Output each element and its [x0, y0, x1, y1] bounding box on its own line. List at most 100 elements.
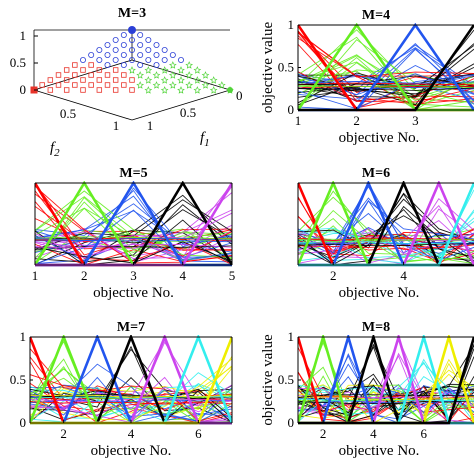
y-tick-label: 0.5: [278, 60, 294, 75]
point-circle: [161, 57, 168, 64]
chart-title: M=8: [362, 320, 390, 335]
point-circle: [120, 32, 127, 39]
point-circle: [161, 47, 168, 54]
point-square: [63, 77, 70, 83]
point-circle: [153, 52, 160, 59]
point-circle: [120, 52, 127, 59]
point-star: [177, 86, 185, 94]
plot-area: [298, 181, 474, 267]
series-band-1: [298, 237, 474, 241]
point-square: [80, 77, 86, 83]
x-tick-label: 4: [370, 426, 377, 441]
series-line-6: [298, 358, 474, 411]
point-star: [193, 66, 202, 74]
point-star: [144, 66, 153, 74]
series-band-2: [298, 86, 474, 89]
series-band-7: [30, 394, 232, 399]
series-line-5: [298, 198, 474, 255]
series-band-2: [298, 238, 474, 243]
chart-title: M=3: [118, 6, 146, 21]
point-circle: [137, 62, 144, 69]
series-line-4: [298, 63, 474, 98]
series-line-4: [35, 204, 232, 263]
series-line-5: [35, 209, 232, 250]
x-tick-label: 2: [81, 268, 88, 283]
chart-title: M=4: [362, 8, 390, 23]
point-circle: [128, 57, 135, 64]
point-star: [185, 81, 194, 89]
point-star: [217, 81, 226, 89]
chart-title: M=6: [362, 166, 390, 181]
x-axis-label: objective No.: [339, 285, 420, 301]
point-star: [201, 71, 210, 79]
series-band-1: [298, 82, 474, 86]
x-axis-label: objective No.: [93, 285, 174, 301]
chart-title: M=5: [119, 166, 147, 181]
point-circle: [88, 52, 95, 59]
series-line-5: [35, 212, 232, 249]
x-tick-label: 4: [180, 268, 187, 283]
series-line-3: [35, 189, 232, 262]
point-circle: [120, 42, 127, 49]
point-star: [209, 86, 218, 94]
point-star: [152, 71, 161, 79]
z-tick-label: 0: [20, 82, 27, 97]
series-band-3: [298, 400, 474, 404]
point-square: [104, 82, 111, 88]
point-circle: [128, 37, 135, 44]
point-square: [63, 87, 70, 93]
point-star: [168, 81, 177, 89]
x-axis-label: objective No.: [339, 130, 420, 146]
series-band-3: [298, 81, 474, 84]
point-square: [112, 77, 119, 83]
point-circle: [145, 37, 152, 44]
point-circle: [96, 47, 103, 54]
y-axis-label: objective value: [260, 334, 276, 426]
point-square: [72, 72, 78, 78]
point-circle: [169, 52, 176, 59]
series-line-2: [298, 209, 474, 262]
y-tick-label: 0: [288, 102, 295, 117]
x-tick-label: 1: [113, 118, 120, 133]
panel-m6: M=6 2 4 objective No.: [297, 166, 474, 301]
point-circle: [120, 62, 127, 69]
series-line-3: [298, 74, 474, 110]
series-line-4: [298, 75, 474, 106]
series-line-6: [30, 372, 232, 420]
series-band-4: [298, 400, 474, 404]
point-star: [185, 61, 194, 69]
point-square: [80, 87, 86, 93]
x-axis-label: objective No.: [339, 443, 420, 459]
series-line-2: [30, 368, 232, 417]
x-tick-label: 1: [295, 113, 302, 128]
series-band-1: [30, 401, 232, 405]
point-star: [193, 76, 202, 84]
point-star: [160, 76, 169, 84]
x-tick-label: 6: [420, 426, 427, 441]
point-square: [104, 72, 111, 78]
point-square: [72, 62, 78, 68]
point-circle: [112, 47, 119, 54]
point-square: [80, 67, 86, 73]
point-square: [88, 72, 94, 78]
series-line-4: [298, 373, 474, 420]
point-star: [152, 81, 161, 89]
panel-m5: M=5 1 2 3 4 5 objective No.: [32, 166, 236, 301]
point-square: [96, 77, 103, 83]
series-band-5: [35, 244, 232, 248]
x-tick-label: 5: [229, 268, 236, 283]
point-square: [63, 67, 70, 73]
point-circle: [137, 32, 144, 39]
y-tick-label: 0: [20, 415, 27, 430]
point-star: [168, 61, 177, 69]
point-square: [121, 82, 127, 88]
point-square: [96, 67, 103, 73]
panel-m8: M=8 2 4 6 0 0.5 1 objective No. objective value: [260, 320, 474, 459]
point-star: [136, 81, 145, 89]
point-star: [168, 71, 177, 79]
point-square: [112, 67, 119, 73]
point-circle: [145, 57, 152, 64]
y-tick-label: 0: [288, 415, 295, 430]
point-circle: [104, 52, 111, 59]
